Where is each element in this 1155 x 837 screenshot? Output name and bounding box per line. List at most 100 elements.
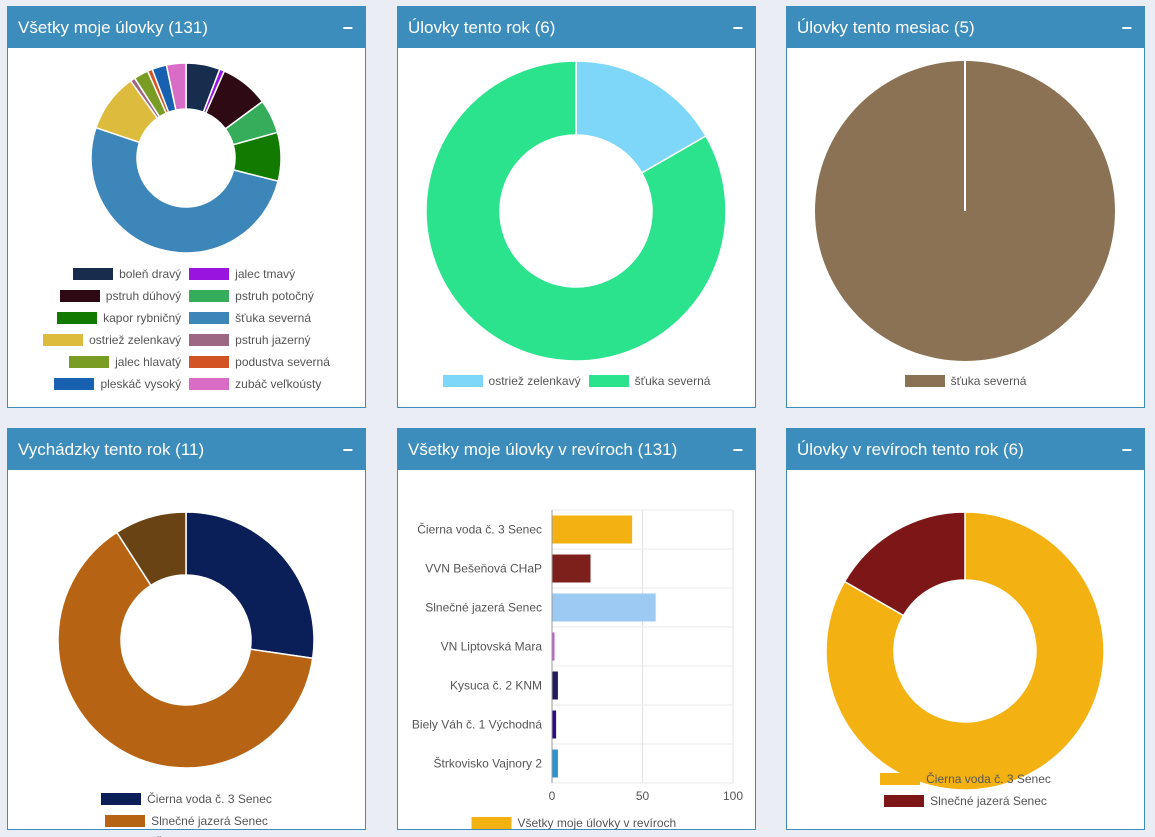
chart-legend: Čierna voda č. 3 Senec Slnečné jazerá Sen… — [787, 768, 1144, 812]
bar-slnecne-jazera-senec[interactable] — [552, 593, 656, 622]
category-label: Kysuca č. 2 KNM — [450, 679, 542, 693]
bar-biely-vah-c-1-vychodna[interactable] — [552, 710, 557, 739]
pie-slice-cierna-voda-c-3-senec[interactable] — [185, 511, 315, 660]
x-tick-label: 0 — [549, 789, 556, 803]
category-label: VVN Bešeňová CHaP — [425, 562, 542, 576]
collapse-button[interactable]: − — [732, 17, 743, 38]
legend-swatch — [189, 334, 230, 346]
category-label: VN Liptovská Mara — [441, 640, 543, 654]
legend-item-podustva-severna[interactable]: podustva severná — [189, 351, 330, 373]
legend-swatch — [59, 290, 100, 302]
panel-title: Všetky moje úlovky (131) — [18, 17, 208, 37]
legend-swatch — [880, 773, 921, 785]
bar-vn-liptovska-mara[interactable] — [552, 632, 555, 661]
pie-slice-stuka-severna[interactable] — [425, 60, 727, 362]
legend-label: pleskáč vysoký — [100, 377, 182, 391]
pie-slice-stuka-severna[interactable] — [90, 126, 280, 254]
legend-item-stuka-severna[interactable]: šťuka severná — [588, 374, 710, 388]
legend-swatch — [904, 375, 945, 387]
legend-label: jalec hlavatý — [115, 355, 182, 369]
legend-item-ostriez-zelenkavy[interactable]: ostriež zelenkavý — [442, 374, 581, 388]
legend-item-stuka-severna[interactable]: šťuka severná — [904, 374, 1027, 388]
legend-swatch — [57, 312, 98, 324]
legend-swatch — [69, 356, 110, 368]
legend-label: Slnečné jazerá Senec — [151, 814, 268, 828]
bar-cierna-voda-c-3-senec[interactable] — [552, 515, 633, 544]
legend-item-slnecne-jazera-senec[interactable]: Slnečné jazerá Senec — [884, 794, 1047, 808]
legend-swatch — [189, 356, 230, 368]
legend-item-stuka-severna[interactable]: šťuka severná — [189, 307, 311, 329]
legend-row: Slnečné jazerá Senec — [787, 790, 1144, 812]
collapse-button[interactable]: − — [1121, 439, 1132, 460]
legend-label: šťuka severná — [950, 374, 1027, 388]
pie-slice-cierna-voda-c-3-senec[interactable] — [825, 511, 1105, 791]
pie-chart-catches-this-month — [815, 61, 1115, 361]
legend-item-ostriez-zelenkavy[interactable]: ostriež zelenkavý — [43, 329, 181, 351]
bar-strkovisko-vajnory-2[interactable] — [552, 749, 558, 778]
legend-item-zubac-velkousty[interactable]: zubáč veľkoústy — [189, 373, 321, 395]
bar-chart-catches-by-area: 0 50 100 Čierna voda č. 3 Senec VVN Bešeňová… — [412, 509, 743, 830]
chart-legend: boleň dravý jalec tmavý pstruh dúhový pstru… — [8, 263, 365, 395]
category-label: Biely Váh č. 1 Východná — [412, 718, 542, 732]
panel-title: Všetky moje úlovky v revíroch (131) — [408, 439, 678, 459]
legend-swatch — [73, 268, 114, 280]
legend-swatch — [43, 334, 84, 346]
pie-chart-all-catches — [90, 62, 282, 254]
pie-slice-ostriez-zelenkavy[interactable] — [575, 60, 707, 175]
collapse-button[interactable]: − — [342, 439, 353, 460]
panel-title: Úlovky v revíroch tento rok (6) — [797, 439, 1024, 459]
pie-slice-strkovisko-vajnory-2[interactable] — [115, 511, 187, 587]
panel-title: Vychádzky tento rok (11) — [18, 439, 205, 459]
legend-swatch — [471, 817, 512, 829]
category-label: Štrkovisko Vajnory 2 — [434, 756, 543, 771]
panel-header: Všetky moje úlovky v revíroch (131) − — [398, 429, 755, 470]
panel-all-catches: Všetky moje úlovky (131) − boleň dravý ja… — [7, 6, 366, 408]
bar-kysuca-c-2-knm[interactable] — [552, 671, 558, 700]
legend-row: Čierna voda č. 3 Senec — [8, 788, 365, 810]
collapse-button[interactable]: − — [1121, 17, 1132, 38]
legend-label: ostriež zelenkavý — [89, 333, 182, 347]
legend-item-pstruh-potocny[interactable]: pstruh potočný — [189, 285, 314, 307]
legend-item-kapor-rybnicny[interactable]: kapor rybničný — [57, 307, 181, 329]
legend-swatch — [189, 290, 230, 302]
legend-item-pleskac-vysoky[interactable]: pleskáč vysoký — [54, 373, 181, 395]
collapse-button[interactable]: − — [342, 17, 353, 38]
legend-row: šťuka severná — [787, 370, 1144, 392]
chart-legend: šťuka severná — [787, 370, 1144, 392]
legend-label: podustva severná — [235, 355, 330, 369]
panel-catches-by-area: Všetky moje úlovky v revíroch (131) − 0 5… — [397, 428, 756, 830]
legend-label: Slnečné jazerá Senec — [930, 794, 1047, 808]
legend-item-slnecne-jazera-senec[interactable]: Slnečné jazerá Senec — [105, 814, 268, 828]
legend-label: Čierna voda č. 3 Senec — [147, 792, 272, 806]
legend-item-jalec-tmavy[interactable]: jalec tmavý — [189, 263, 295, 285]
pie-slice-slnecne-jazera-senec[interactable] — [57, 531, 314, 769]
panel-header: Všetky moje úlovky (131) − — [8, 7, 365, 48]
legend-swatch — [101, 793, 142, 805]
legend-item-pstruh-jazerny[interactable]: pstruh jazerný — [189, 329, 311, 351]
legend-label[interactable]: Všetky moje úlovky v revíroch — [518, 816, 677, 830]
legend-row: Štrkovisko Vajnory 2 — [8, 832, 365, 837]
x-tick-label: 50 — [636, 789, 650, 803]
legend-label: Čierna voda č. 3 Senec — [926, 772, 1051, 786]
panel-title: Úlovky tento rok (6) — [408, 17, 556, 37]
pie-slice-slnecne-jazera-senec[interactable] — [843, 511, 966, 617]
pie-slice-zubac-velkousty[interactable] — [165, 62, 187, 111]
panel-header: Vychádzky tento rok (11) − — [8, 429, 365, 470]
legend-swatch — [884, 795, 925, 807]
legend-item-bolen-dravy[interactable]: boleň dravý — [73, 263, 181, 285]
legend-swatch — [588, 375, 629, 387]
legend-item-cierna-voda-c-3-senec[interactable]: Čierna voda č. 3 Senec — [880, 772, 1051, 786]
bar-vvn-besenova-chap[interactable] — [552, 554, 591, 583]
collapse-button[interactable]: − — [732, 439, 743, 460]
legend-item-jalec-hlavaty[interactable]: jalec hlavatý — [69, 351, 181, 373]
legend-item-cierna-voda-c-3-senec[interactable]: Čierna voda č. 3 Senec — [101, 792, 272, 806]
panel-header: Úlovky v revíroch tento rok (6) − — [787, 429, 1144, 470]
panel-catches-this-month: Úlovky tento mesiac (5) − šťuka severná — [786, 6, 1145, 408]
legend-label: pstruh jazerný — [235, 333, 311, 347]
pie-chart-catches-this-year — [425, 60, 727, 362]
legend-label: šťuka severná — [235, 311, 312, 325]
legend-row: Čierna voda č. 3 Senec — [787, 768, 1144, 790]
legend-swatch — [189, 268, 230, 280]
legend-item-pstruh-duhovy[interactable]: pstruh dúhový — [59, 285, 181, 307]
legend-row: Slnečné jazerá Senec — [8, 810, 365, 832]
